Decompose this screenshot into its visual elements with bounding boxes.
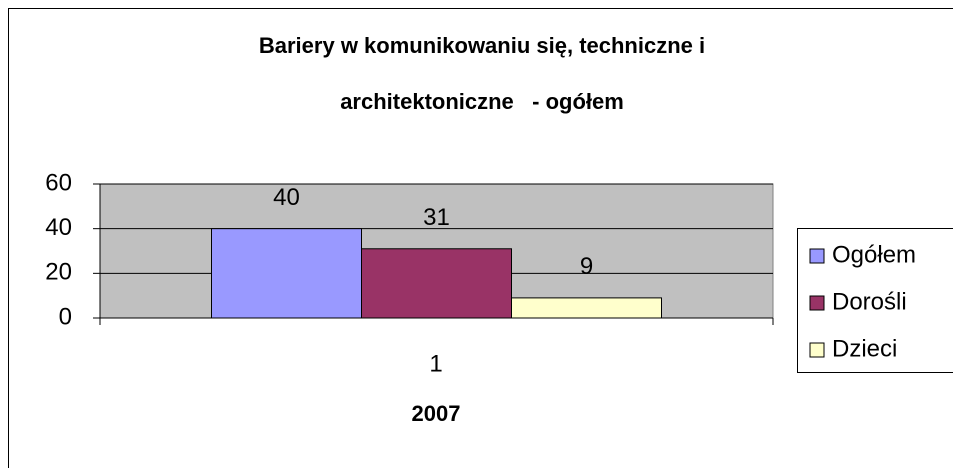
y-tick-label: 20 bbox=[45, 259, 72, 286]
y-tick-label: 40 bbox=[45, 214, 72, 241]
bar bbox=[361, 248, 512, 319]
data-label: 9 bbox=[580, 253, 593, 280]
legend-label: Ogółem bbox=[832, 241, 916, 268]
legend-swatch bbox=[809, 342, 825, 358]
data-label: 40 bbox=[273, 184, 300, 211]
legend-swatch bbox=[809, 248, 825, 264]
bar bbox=[211, 228, 362, 319]
legend-label: Dorośli bbox=[832, 288, 907, 315]
x-tick-label: 1 bbox=[429, 350, 442, 377]
chart-title: architektoniczne - ogółem bbox=[340, 89, 624, 114]
y-tick-label: 60 bbox=[45, 169, 72, 196]
chart-title: Bariery w komunikowaniu się, techniczne … bbox=[259, 33, 705, 58]
bar bbox=[511, 297, 662, 319]
y-tick-label: 0 bbox=[59, 303, 72, 330]
legend-label: Dzieci bbox=[832, 335, 897, 362]
data-label: 31 bbox=[423, 204, 450, 231]
x-axis-label: 2007 bbox=[412, 401, 461, 426]
legend-swatch bbox=[809, 295, 825, 311]
